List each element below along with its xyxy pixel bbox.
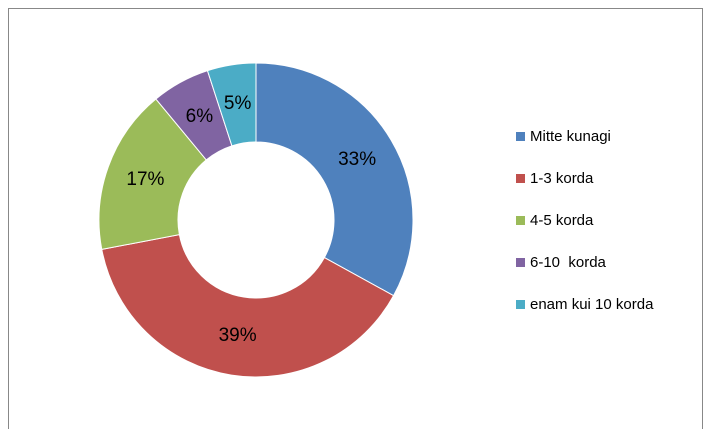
- data-label: 39%: [219, 325, 257, 346]
- legend-label: Mitte kunagi: [530, 128, 611, 145]
- data-label: 17%: [126, 169, 164, 190]
- donut-slice: [98, 98, 207, 251]
- data-label: 5%: [224, 93, 252, 114]
- legend-swatch: [516, 300, 525, 309]
- donut-slice: [101, 234, 395, 378]
- legend-swatch: [516, 258, 525, 267]
- legend-swatch: [516, 132, 525, 141]
- donut-slice: [206, 62, 257, 147]
- data-label: 6%: [186, 106, 214, 127]
- legend-label: enam kui 10 korda: [530, 296, 654, 313]
- data-label: 33%: [338, 149, 376, 170]
- legend-swatch: [516, 216, 525, 225]
- legend-label: 4-5 korda: [530, 212, 594, 229]
- donut-slice: [255, 62, 414, 297]
- legend-label: 1-3 korda: [530, 170, 594, 187]
- legend-label: 6-10 korda: [530, 254, 607, 271]
- legend-swatch: [516, 174, 525, 183]
